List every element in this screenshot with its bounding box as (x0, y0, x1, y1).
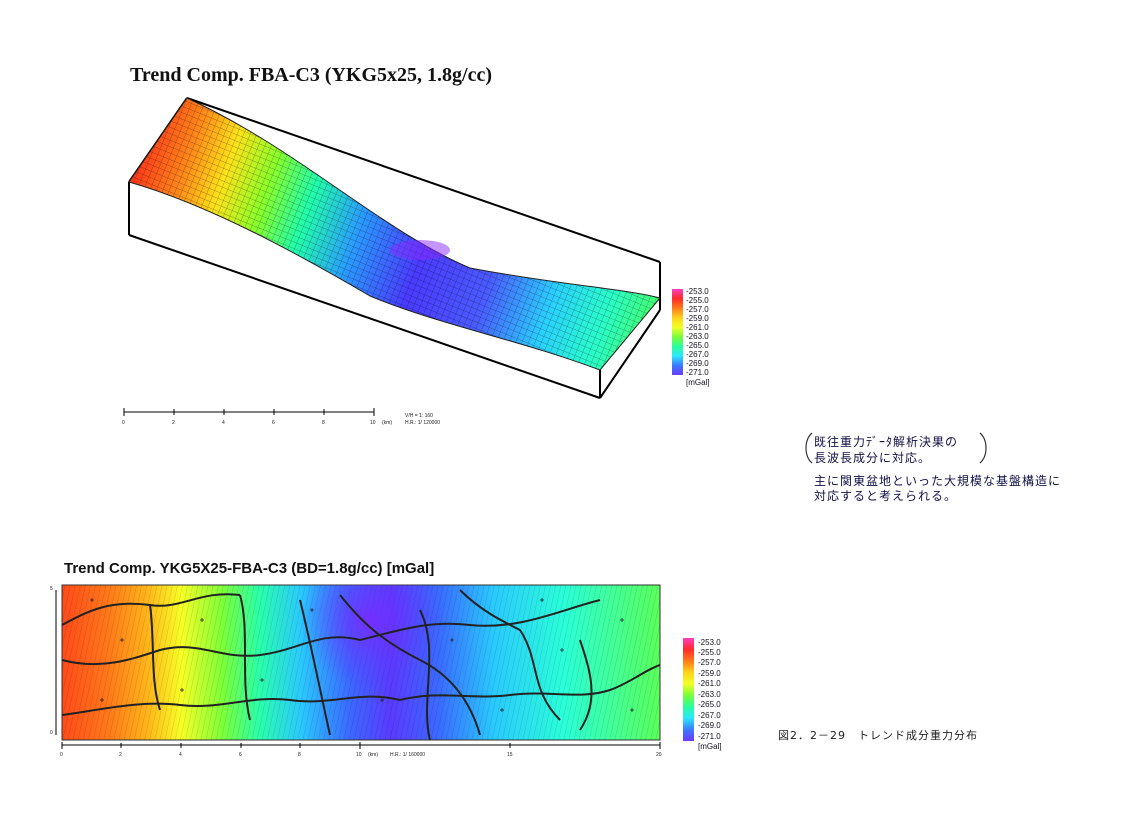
legend-top-value: -259.0 (686, 314, 709, 323)
legend-bottom-color-bar (683, 638, 694, 741)
legend-top-value: -265.0 (686, 341, 709, 350)
note-line-1: 既往重力ﾃﾞｰﾀ解析決果の (814, 435, 959, 449)
legend-bottom-value: -257.0 (698, 658, 721, 667)
bottom-scale-tick-1: 2 (119, 752, 122, 758)
note-line-2: 長波長成分に対応。 (814, 451, 932, 465)
legend-top-value: -253.0 (686, 287, 709, 296)
bottom-scale-tick-4: 8 (298, 752, 301, 758)
legend-top: -253.0 -255.0 -257.0 -259.0 -261.0 -263.… (672, 287, 732, 387)
top-scale-tick-1: 2 (172, 420, 175, 426)
legend-bottom-value: -259.0 (698, 669, 721, 678)
legend-bottom-value: -255.0 (698, 648, 721, 657)
bottom-scale-tick-2: 4 (179, 752, 182, 758)
bottom-scale-tick-3: 6 (239, 752, 242, 758)
bottom-y-tick-bottom: 0 (50, 730, 53, 736)
legend-top-color-bar (672, 289, 683, 375)
bottom-y-tick-top: 5 (50, 586, 53, 592)
legend-bottom-value: -267.0 (698, 711, 721, 720)
gravity-map (61, 584, 661, 741)
top-figure-title: Trend Comp. FBA-C3 (YKG5x25, 1.8g/cc) (130, 64, 493, 86)
bottom-scale-unit: (km) (368, 752, 378, 758)
top-scale-note-vh: V/H = 1: 160 (405, 413, 433, 419)
top-scale-tick-5: 10 (370, 420, 376, 426)
legend-top-value: -267.0 (686, 350, 709, 359)
bottom-figure-title: Trend Comp. YKG5X25-FBA-C3 (BD=1.8g/cc) … (64, 560, 435, 577)
top-scale-tick-3: 6 (272, 420, 275, 426)
top-scale-tick-2: 4 (222, 420, 225, 426)
bottom-scale-tick-0: 0 (60, 752, 63, 758)
legend-top-value: -271.0 (686, 368, 709, 377)
legend-bottom-value: -269.0 (698, 721, 721, 730)
legend-bottom-value: -263.0 (698, 690, 721, 699)
legend-top-value: -269.0 (686, 359, 709, 368)
note-line-3: 主に関東盆地といった大規模な基盤構造に (814, 474, 1062, 488)
top-scale-bar (123, 408, 375, 416)
note-line-4: 対応すると考えられる。 (814, 489, 958, 503)
boundary-lines (61, 589, 661, 741)
station-markers (90, 598, 634, 712)
legend-top-unit: [mGal] (686, 378, 710, 387)
trend-surface (128, 97, 661, 371)
top-scale-tick-0: 0 (122, 420, 125, 426)
figure-caption: 図2．2－29 トレンド成分重力分布 (778, 729, 978, 742)
legend-top-value: -257.0 (686, 305, 709, 314)
top-scale-note-hr: H.R.: 1/ 120000 (405, 420, 441, 426)
bottom-scale-axis (55, 590, 661, 749)
top-scale-tick-4: 8 (322, 420, 325, 426)
legend-top-value: -261.0 (686, 323, 709, 332)
top-scale-unit: (km) (382, 420, 392, 426)
legend-bottom: -253.0 -255.0 -257.0 -259.0 -261.0 -263.… (683, 638, 743, 753)
legend-bottom-value: -271.0 (698, 732, 721, 741)
legend-top-value: -263.0 (686, 332, 709, 341)
bottom-scale-note: H.R.: 1/ 160000 (390, 752, 426, 758)
legend-bottom-value: -265.0 (698, 700, 721, 709)
bottom-scale-tick-15: 15 (507, 752, 513, 758)
bottom-scale-tick-5: 10 (356, 752, 362, 758)
bottom-scale-tick-20: 20 (656, 752, 662, 758)
legend-bottom-unit: [mGal] (698, 742, 722, 751)
legend-bottom-value: -261.0 (698, 679, 721, 688)
legend-bottom-value: -253.0 (698, 638, 721, 647)
legend-top-value: -255.0 (686, 296, 709, 305)
